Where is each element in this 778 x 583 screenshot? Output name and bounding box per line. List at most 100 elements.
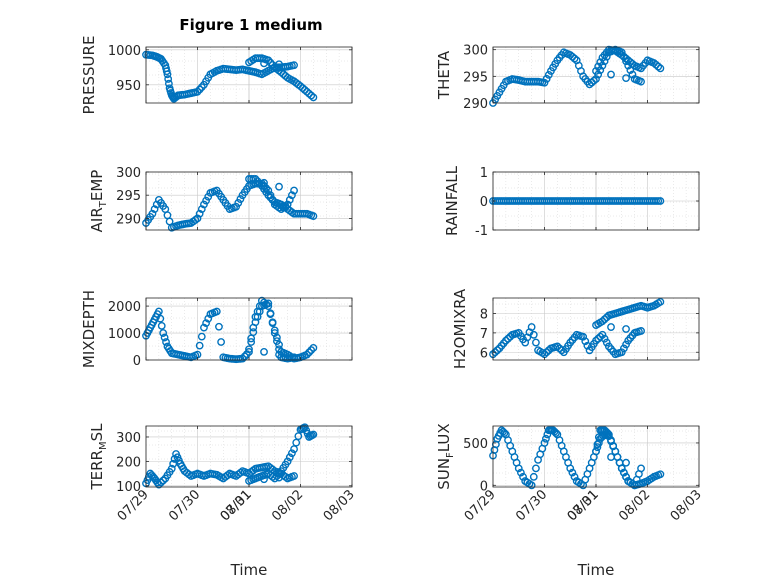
data-point: [540, 78, 549, 87]
data-point: [249, 323, 258, 332]
x-axis-label: Time: [230, 561, 268, 579]
x-tick-label: 08/02: [616, 487, 653, 524]
data-series: [489, 297, 665, 359]
data-point: [154, 307, 163, 316]
data-point: [202, 196, 210, 205]
data-point: [264, 302, 273, 310]
y-tick-labels: 0 1000 2000: [108, 300, 141, 369]
data-point: [154, 480, 163, 489]
data-point: [622, 325, 630, 333]
data-point: [164, 79, 173, 88]
y-tick-label: 0: [480, 195, 488, 210]
y-tick-label: 0: [133, 354, 141, 369]
data-point: [193, 214, 202, 223]
data-point: [303, 350, 311, 359]
data-point: [232, 202, 241, 211]
y-tick-label: 290: [116, 212, 141, 227]
data-point: [307, 91, 316, 100]
data-point: [164, 75, 173, 83]
data-point: [238, 354, 247, 363]
data-series: [142, 175, 318, 232]
data-point: [234, 199, 243, 207]
data-point: [157, 478, 165, 487]
data-point: [309, 430, 318, 439]
subplot-theta: 290 295 300 THETA: [435, 44, 700, 112]
data-point: [204, 192, 213, 201]
data-point: [162, 338, 170, 346]
y-tick-labels: -1 0 1: [475, 166, 488, 239]
data-point: [309, 93, 318, 102]
data-point: [568, 468, 577, 477]
data-point: [159, 476, 168, 485]
data-point: [493, 346, 502, 355]
x-tick-label: 08/02: [269, 487, 306, 524]
data-point: [290, 186, 298, 195]
data-point: [600, 315, 609, 324]
data-point: [504, 334, 512, 343]
data-point: [622, 74, 630, 83]
data-point: [589, 76, 598, 85]
data-point: [163, 70, 172, 79]
data-point: [247, 338, 256, 346]
y-tick-label: 300: [116, 166, 141, 181]
data-point: [251, 175, 260, 183]
data-point: [288, 191, 296, 200]
y-tick-label: -1: [475, 224, 488, 239]
data-point: [579, 332, 588, 341]
data-point: [540, 439, 549, 447]
x-tick-label: 07/30: [166, 487, 203, 524]
data-point: [620, 344, 628, 353]
data-point: [656, 64, 665, 73]
data-point: [245, 348, 253, 356]
data-point: [600, 334, 609, 343]
data-point: [542, 434, 550, 443]
data-point: [148, 209, 157, 218]
y-tick-label: 2000: [108, 300, 141, 315]
y-axis-label: SUNFLUX: [435, 423, 456, 489]
y-axis-label: RAINFALL: [443, 165, 461, 236]
data-point: [288, 449, 296, 458]
data-point: [197, 205, 206, 214]
y-axis-label: THETA: [435, 50, 453, 100]
data-point: [542, 348, 551, 357]
y-axis-label: TERRMSL: [88, 423, 109, 491]
data-point: [195, 341, 204, 350]
data-point: [292, 438, 301, 447]
data-series: [142, 50, 318, 103]
data-point: [260, 348, 268, 356]
subplot-terr-msl: 100 200 300 TERRMSL: [88, 423, 353, 495]
data-point: [245, 345, 253, 354]
subplot-mixdepth: 0 1000 2000 MIXDEPTH: [80, 290, 353, 369]
y-tick-label: 295: [116, 189, 141, 204]
data-point: [532, 338, 540, 347]
x-tick-label: 08/01: [218, 487, 255, 524]
data-point: [527, 323, 536, 331]
data-point: [596, 58, 605, 67]
data-point: [542, 74, 551, 83]
subplot-h2omixra: 6 7 8 H2OMIXRA: [451, 288, 700, 369]
x-tick-label: 07/30: [513, 487, 550, 524]
data-point: [275, 182, 283, 191]
data-point: [167, 464, 176, 473]
data-point: [620, 468, 628, 477]
data-point: [501, 336, 510, 345]
data-point: [514, 464, 523, 473]
data-point: [500, 429, 509, 437]
y-axis-label: AIRTEMP: [88, 170, 109, 233]
y-tick-label: 290: [463, 97, 488, 112]
data-point: [566, 464, 575, 473]
data-point: [200, 323, 208, 332]
data-point: [544, 71, 553, 79]
data-point: [602, 338, 611, 347]
data-point: [150, 205, 159, 214]
data-point: [270, 329, 279, 337]
subplot-sun-flux: 0 500 SUNFLUX: [435, 423, 700, 494]
data-point: [162, 67, 171, 76]
data-point: [268, 61, 277, 69]
data-point: [236, 195, 245, 203]
data-point: [270, 326, 279, 335]
data-point: [637, 77, 645, 86]
data-point: [532, 464, 540, 473]
